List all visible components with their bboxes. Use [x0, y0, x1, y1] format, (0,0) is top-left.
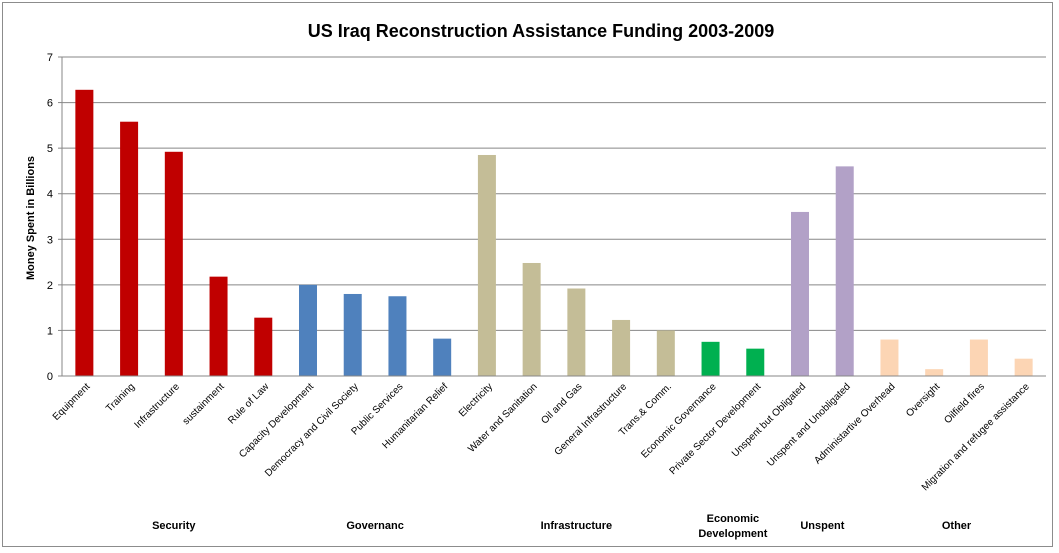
bar-chart: US Iraq Reconstruction Assistance Fundin…	[25, 21, 1046, 540]
bar	[209, 276, 228, 376]
bar	[75, 89, 94, 376]
bar	[925, 369, 944, 376]
bar	[969, 339, 988, 376]
x-tick-label: Unspent and Unobligated	[765, 381, 853, 469]
bar	[299, 284, 317, 376]
bar	[567, 288, 586, 376]
bar	[254, 317, 273, 376]
x-tick-label: Equipment	[51, 381, 93, 423]
y-tick-label: 3	[47, 234, 53, 246]
group-label: Economic	[707, 513, 760, 525]
group-label: Security	[152, 520, 196, 532]
chart-title: US Iraq Reconstruction Assistance Fundin…	[308, 21, 774, 41]
bar	[522, 262, 541, 376]
group-label: Development	[698, 528, 767, 540]
bar	[120, 121, 139, 376]
y-tick-label: 1	[47, 325, 53, 337]
axes	[61, 57, 1046, 377]
x-tick-label: Economic Governance	[639, 381, 719, 461]
bar	[880, 339, 899, 376]
y-axis-ticks: 0 1 2 3 4 5 6 7	[47, 52, 53, 383]
bar	[388, 296, 407, 376]
bar	[791, 211, 809, 376]
y-tick-label: 2	[47, 280, 53, 292]
bar	[343, 293, 362, 376]
x-tick-label: Democracy and Civil Society	[263, 381, 361, 479]
bar	[164, 151, 183, 376]
category-group-labels: Security Governanc Infrastructure Economic D…	[152, 513, 972, 540]
x-tick-label: Electricity	[457, 381, 495, 419]
y-tick-label: 6	[47, 98, 53, 110]
group-label: Other	[942, 520, 972, 532]
y-tick-label: 4	[47, 189, 53, 201]
group-label: Infrastructure	[541, 520, 613, 532]
bar	[477, 154, 496, 376]
x-tick-label: Rule of Law	[226, 381, 272, 427]
x-tick-label: Administartive Overhead	[812, 381, 897, 466]
bar	[835, 166, 854, 376]
x-axis-labels: Equipment TrainingInfrastructuresustainme…	[51, 381, 1032, 493]
x-tick-label: Unspent but Obligated	[730, 381, 808, 459]
x-tick-label: Oil and Gas	[539, 381, 584, 426]
x-tick-label: sustainment	[181, 381, 227, 427]
x-tick-label: Capacity Development	[237, 381, 316, 460]
bar	[656, 330, 675, 376]
x-tick-label: Private Sector Development	[668, 381, 764, 477]
bar	[433, 338, 452, 376]
bar	[1014, 358, 1033, 376]
x-tick-label: Oversight	[904, 381, 942, 419]
group-label: Governanc	[346, 520, 403, 532]
bar	[746, 348, 765, 376]
y-tick-label: 0	[47, 371, 53, 383]
x-tick-label: Training	[104, 381, 137, 414]
x-tick-label: Infrastructure	[132, 381, 182, 431]
bars	[75, 89, 1033, 376]
chart-area: US Iraq Reconstruction Assistance Fundin…	[2, 2, 1053, 547]
y-tick-label: 7	[47, 52, 53, 64]
x-tick-label: Oilfield fires	[942, 381, 987, 426]
y-tick-label: 5	[47, 143, 53, 155]
gridlines	[58, 56, 1046, 377]
bar	[612, 319, 631, 376]
group-label: Unspent	[800, 520, 844, 532]
y-axis-label: Money Spent in Billions	[25, 156, 37, 280]
bar	[701, 341, 720, 376]
